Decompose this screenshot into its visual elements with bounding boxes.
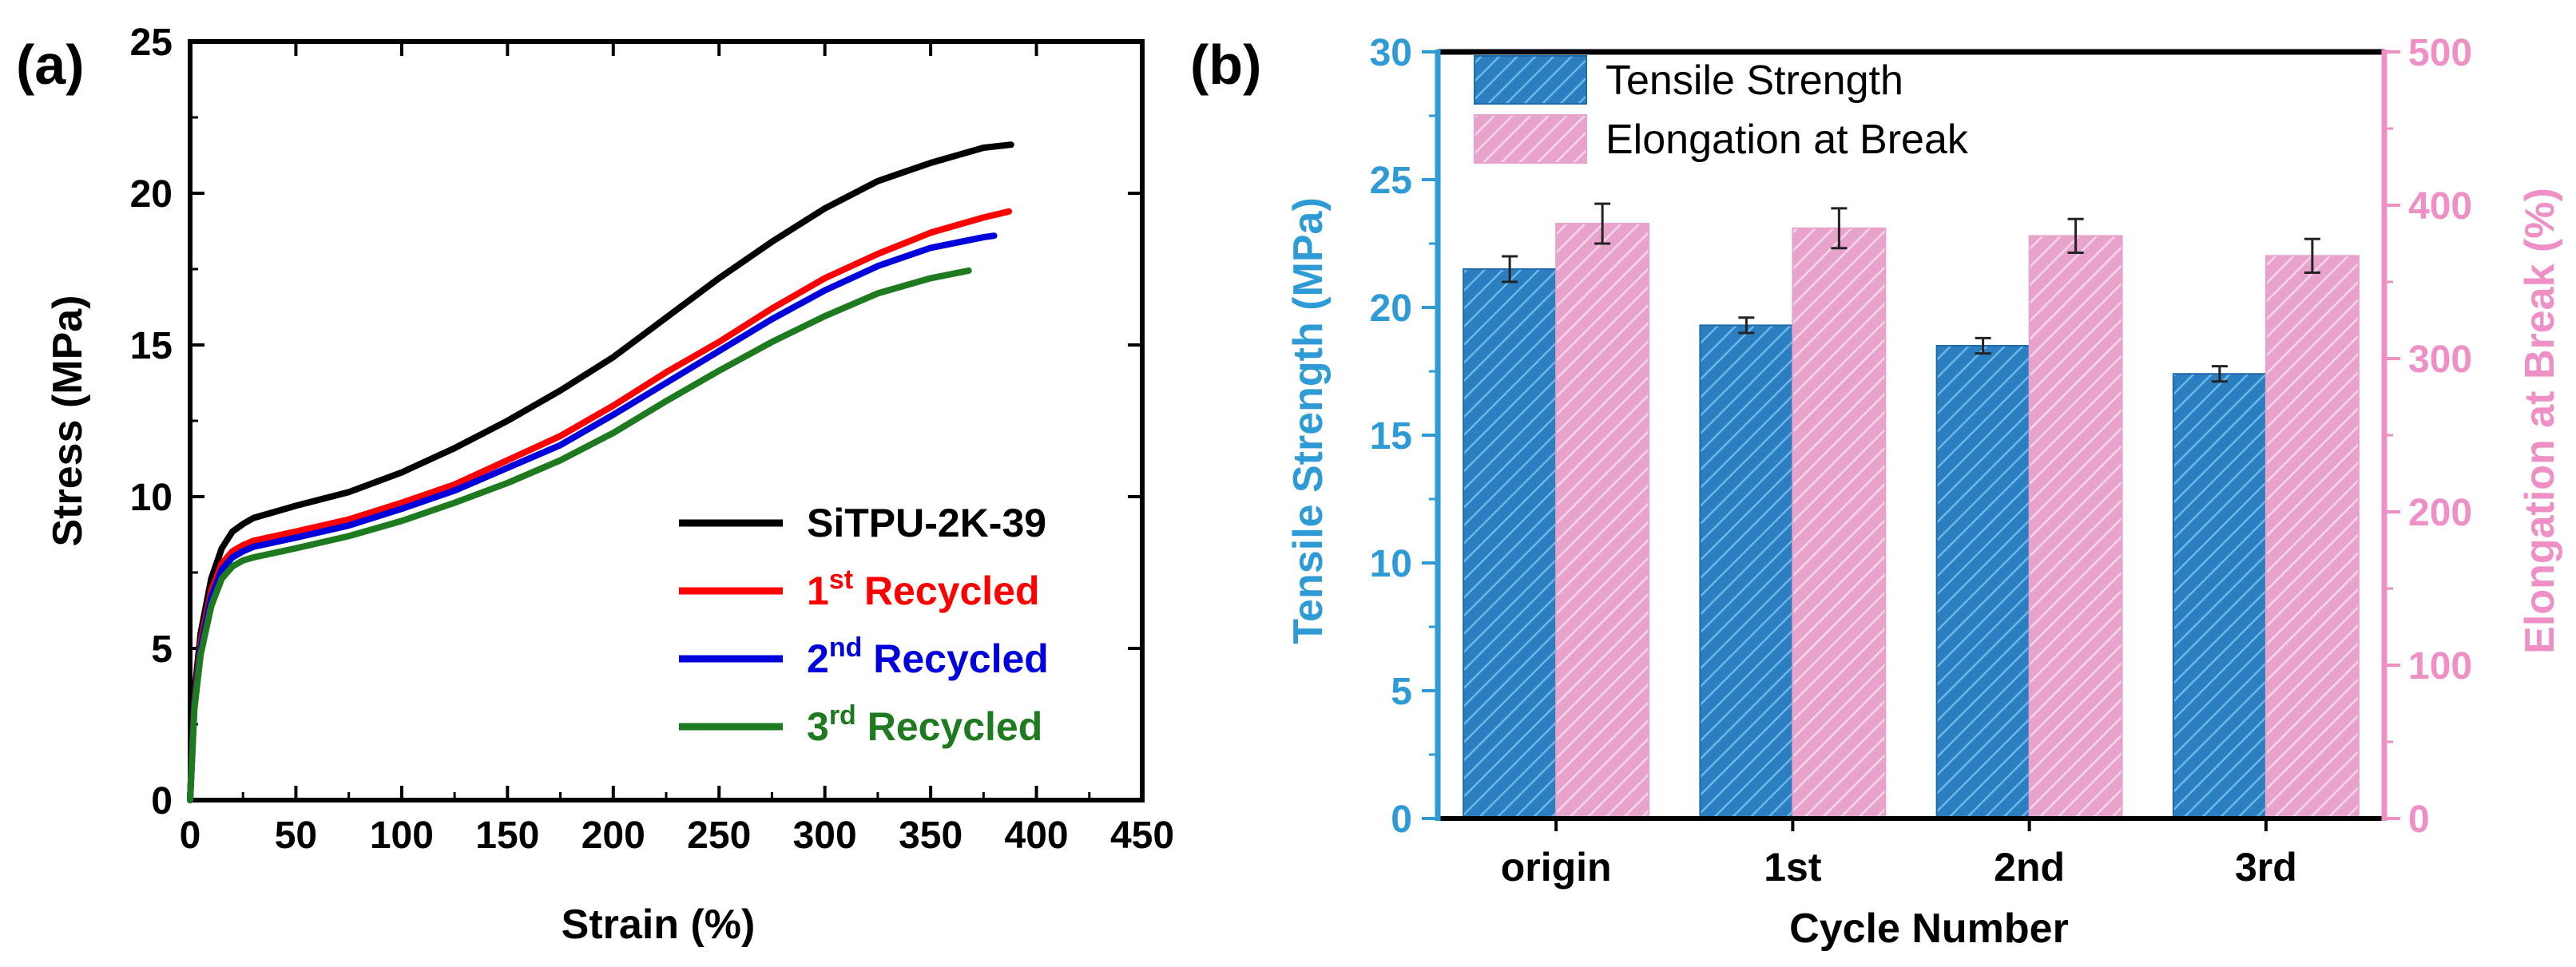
b-right-tick-label: 200 xyxy=(2408,492,2472,534)
b-bar-tensile-strength xyxy=(1463,268,1558,819)
a-x-tick-label: 450 xyxy=(1110,814,1174,857)
b-left-tick-label: 5 xyxy=(1391,671,1412,713)
a-x-tick-label: 200 xyxy=(581,814,645,857)
a-x-tick-label: 250 xyxy=(687,814,751,857)
b-bar-elongation-at-break xyxy=(1555,223,1650,820)
b-left-tick-label: 30 xyxy=(1370,32,1412,74)
b-bar-tensile-strength xyxy=(1699,324,1794,819)
a-x-axis-label: Strain (%) xyxy=(562,902,756,948)
panel-a-chart: 0 50 100 150 200 250 300 350 400 450 0 5 10 15 20 25 Si… xyxy=(45,22,1174,948)
a-x-tick-label: 50 xyxy=(275,814,317,857)
a-x-tick-label: 100 xyxy=(370,814,434,857)
b-x-axis-label: Cycle Number xyxy=(1789,906,2069,952)
b-x-tick-label: 3rd xyxy=(2235,845,2297,890)
b-left-tick-label: 15 xyxy=(1370,415,1412,458)
a-legend-entry: 1st Recycled xyxy=(807,565,1040,613)
b-bar-elongation-at-break xyxy=(2264,255,2360,819)
a-y-tick-label: 25 xyxy=(130,22,173,64)
a-x-tick-label: 400 xyxy=(1005,814,1069,857)
a-legend-entry: 2nd Recycled xyxy=(807,632,1049,681)
a-y-tick-label: 10 xyxy=(130,477,173,519)
b-bar-tensile-strength xyxy=(1935,345,2030,819)
a-legend-entry: SiTPU-2K-39 xyxy=(807,501,1046,545)
b-bar-elongation-at-break xyxy=(1792,227,1887,819)
a-series-line-1 xyxy=(187,141,1014,803)
b-x-tick-label: 1st xyxy=(1764,845,1822,890)
a-series-lines xyxy=(187,141,1014,803)
b-right-tick-label: 300 xyxy=(2408,339,2472,381)
b-x-tick-label: 2nd xyxy=(1994,845,2065,890)
a-y-tick-label: 5 xyxy=(151,628,173,671)
a-y-axis-label: Stress (MPa) xyxy=(45,295,91,547)
b-right-axis-label: Elongation at Break (%) xyxy=(2517,188,2563,654)
a-x-tick-label: 0 xyxy=(180,814,201,857)
b-left-tick-label: 20 xyxy=(1370,287,1412,330)
a-series-line-3 xyxy=(187,232,998,803)
a-y-tick-label: 0 xyxy=(151,780,173,822)
b-left-tick-label: 10 xyxy=(1370,543,1412,585)
plot-area-a-frame xyxy=(188,39,1145,803)
a-legend: SiTPU-2K-39 1st Recycled 2nd Recycled 3rd R… xyxy=(679,501,1049,749)
a-x-tick-label: 150 xyxy=(475,814,539,857)
b-legend-entry: Elongation at Break xyxy=(1606,117,1969,163)
a-legend-entry: 3rd Recycled xyxy=(807,700,1042,749)
b-right-tick-label: 0 xyxy=(2408,799,2430,841)
b-legend: Tensile Strength Elongation at Break xyxy=(1474,55,1969,164)
a-x-tick-label: 350 xyxy=(899,814,963,857)
b-left-tick-label: 0 xyxy=(1391,799,1412,841)
b-x-tick-label: origin xyxy=(1501,845,1612,890)
a-x-tick-label: 300 xyxy=(793,814,857,857)
b-bar-tensile-strength xyxy=(2172,373,2267,819)
b-right-tick-label: 100 xyxy=(2408,645,2472,688)
panel-a-label: (a) xyxy=(16,34,85,96)
a-series-line-4 xyxy=(187,267,972,803)
b-bar-elongation-at-break xyxy=(2028,235,2123,819)
panel-b-chart: origin 1st 2nd 3rd 051015202530010020030040… xyxy=(1285,32,2563,952)
panel-b-label: (b) xyxy=(1190,34,1261,96)
b-left-tick-label: 25 xyxy=(1370,160,1412,202)
a-axis-ticks: 0 50 100 150 200 250 300 350 400 450 0 5 10 15 20 25 xyxy=(130,22,1174,857)
b-right-tick-label: 400 xyxy=(2408,185,2472,228)
b-right-tick-label: 500 xyxy=(2408,32,2472,74)
a-y-tick-label: 15 xyxy=(130,325,173,367)
b-legend-swatch xyxy=(1474,114,1587,164)
b-legend-swatch xyxy=(1474,55,1587,105)
b-bars: origin 1st 2nd 3rd xyxy=(1463,202,2360,890)
a-y-tick-label: 20 xyxy=(130,173,173,216)
b-left-axis-label: Tensile Strength (MPa) xyxy=(1285,197,1332,644)
b-legend-entry: Tensile Strength xyxy=(1606,57,1903,104)
